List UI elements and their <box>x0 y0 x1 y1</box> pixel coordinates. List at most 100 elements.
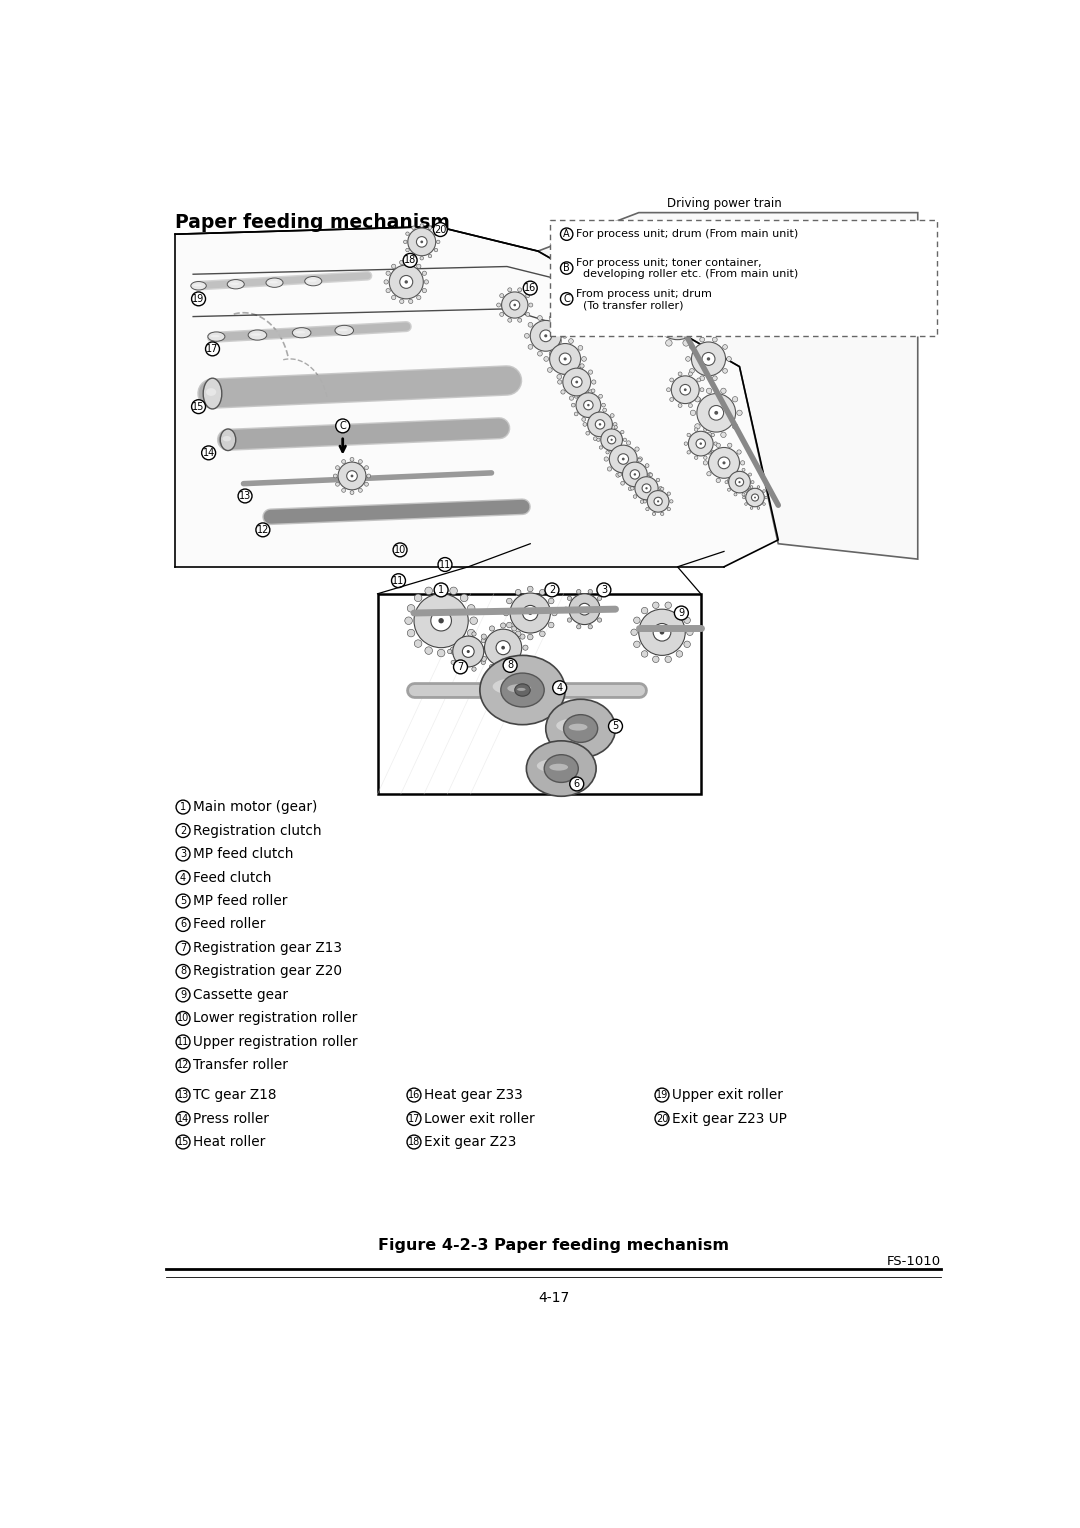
Circle shape <box>697 296 703 304</box>
Circle shape <box>517 287 522 292</box>
Circle shape <box>608 435 616 443</box>
Circle shape <box>688 371 692 376</box>
Circle shape <box>708 405 724 420</box>
Circle shape <box>647 490 669 512</box>
Circle shape <box>482 656 486 662</box>
Text: 5: 5 <box>180 895 186 906</box>
Circle shape <box>703 461 707 465</box>
Circle shape <box>386 289 390 293</box>
Circle shape <box>652 512 656 515</box>
Circle shape <box>407 1088 421 1102</box>
Ellipse shape <box>207 332 225 341</box>
Circle shape <box>621 463 624 468</box>
Circle shape <box>408 299 413 304</box>
Circle shape <box>633 478 637 481</box>
Circle shape <box>336 466 339 469</box>
Circle shape <box>634 474 636 475</box>
Circle shape <box>350 490 354 495</box>
Text: 3: 3 <box>600 585 607 594</box>
Circle shape <box>176 1012 190 1025</box>
Circle shape <box>575 413 578 416</box>
Circle shape <box>745 489 765 507</box>
Circle shape <box>723 461 726 465</box>
Text: 15: 15 <box>177 1137 189 1148</box>
Circle shape <box>548 368 552 373</box>
Ellipse shape <box>305 277 322 286</box>
Circle shape <box>405 280 408 284</box>
Text: TC gear Z18: TC gear Z18 <box>193 1088 276 1102</box>
Circle shape <box>550 351 554 356</box>
Circle shape <box>507 597 512 604</box>
Circle shape <box>512 626 517 631</box>
Text: Lower exit roller: Lower exit roller <box>424 1111 535 1126</box>
Circle shape <box>583 422 586 426</box>
Circle shape <box>618 454 629 465</box>
Text: 8: 8 <box>507 660 513 671</box>
Circle shape <box>577 590 581 594</box>
Ellipse shape <box>501 672 544 707</box>
Circle shape <box>588 403 590 406</box>
Circle shape <box>718 457 730 469</box>
Text: 16: 16 <box>524 283 537 293</box>
Circle shape <box>592 380 596 384</box>
Circle shape <box>665 656 672 663</box>
Text: MP feed clutch: MP feed clutch <box>193 847 294 862</box>
Circle shape <box>646 487 648 489</box>
Circle shape <box>523 605 538 620</box>
Circle shape <box>652 487 656 490</box>
Circle shape <box>600 429 622 451</box>
Circle shape <box>600 607 605 611</box>
Circle shape <box>563 368 591 396</box>
Circle shape <box>449 587 457 594</box>
Text: 17: 17 <box>206 344 218 354</box>
Circle shape <box>434 249 437 252</box>
Circle shape <box>654 293 701 339</box>
Circle shape <box>645 463 649 468</box>
Text: Figure 4-2-3 Paper feeding mechanism: Figure 4-2-3 Paper feeding mechanism <box>378 1239 729 1253</box>
Circle shape <box>350 457 354 461</box>
Text: 2: 2 <box>549 585 555 594</box>
Circle shape <box>544 335 548 338</box>
Circle shape <box>408 260 413 264</box>
Circle shape <box>508 318 512 322</box>
Circle shape <box>680 385 690 394</box>
Circle shape <box>482 634 486 639</box>
Circle shape <box>538 316 542 321</box>
Circle shape <box>583 400 593 410</box>
Circle shape <box>438 617 444 623</box>
Circle shape <box>510 593 551 633</box>
Text: C: C <box>564 293 570 304</box>
Circle shape <box>562 264 576 278</box>
Text: 8: 8 <box>180 966 186 976</box>
Text: 5: 5 <box>612 721 619 732</box>
Circle shape <box>667 507 671 510</box>
Ellipse shape <box>550 764 568 770</box>
Circle shape <box>438 558 451 571</box>
Circle shape <box>656 1111 669 1126</box>
Circle shape <box>697 377 701 382</box>
Circle shape <box>422 289 427 293</box>
Text: developing roller etc. (From main unit): developing roller etc. (From main unit) <box>576 269 798 280</box>
Circle shape <box>716 478 720 483</box>
Circle shape <box>684 442 688 445</box>
Circle shape <box>468 605 475 613</box>
Bar <box>550 220 937 336</box>
Circle shape <box>512 665 517 669</box>
Circle shape <box>575 394 578 399</box>
Circle shape <box>660 630 664 634</box>
Circle shape <box>176 964 190 978</box>
Bar <box>378 594 701 795</box>
Text: C: C <box>339 420 346 431</box>
Circle shape <box>176 1111 190 1126</box>
Circle shape <box>400 260 404 264</box>
Circle shape <box>640 474 644 477</box>
Circle shape <box>415 594 422 602</box>
Text: 9: 9 <box>180 990 186 999</box>
Ellipse shape <box>293 327 311 338</box>
Circle shape <box>417 295 421 299</box>
Circle shape <box>618 472 622 477</box>
Circle shape <box>417 237 427 248</box>
Circle shape <box>407 605 415 613</box>
Circle shape <box>672 376 699 403</box>
Circle shape <box>501 292 528 318</box>
